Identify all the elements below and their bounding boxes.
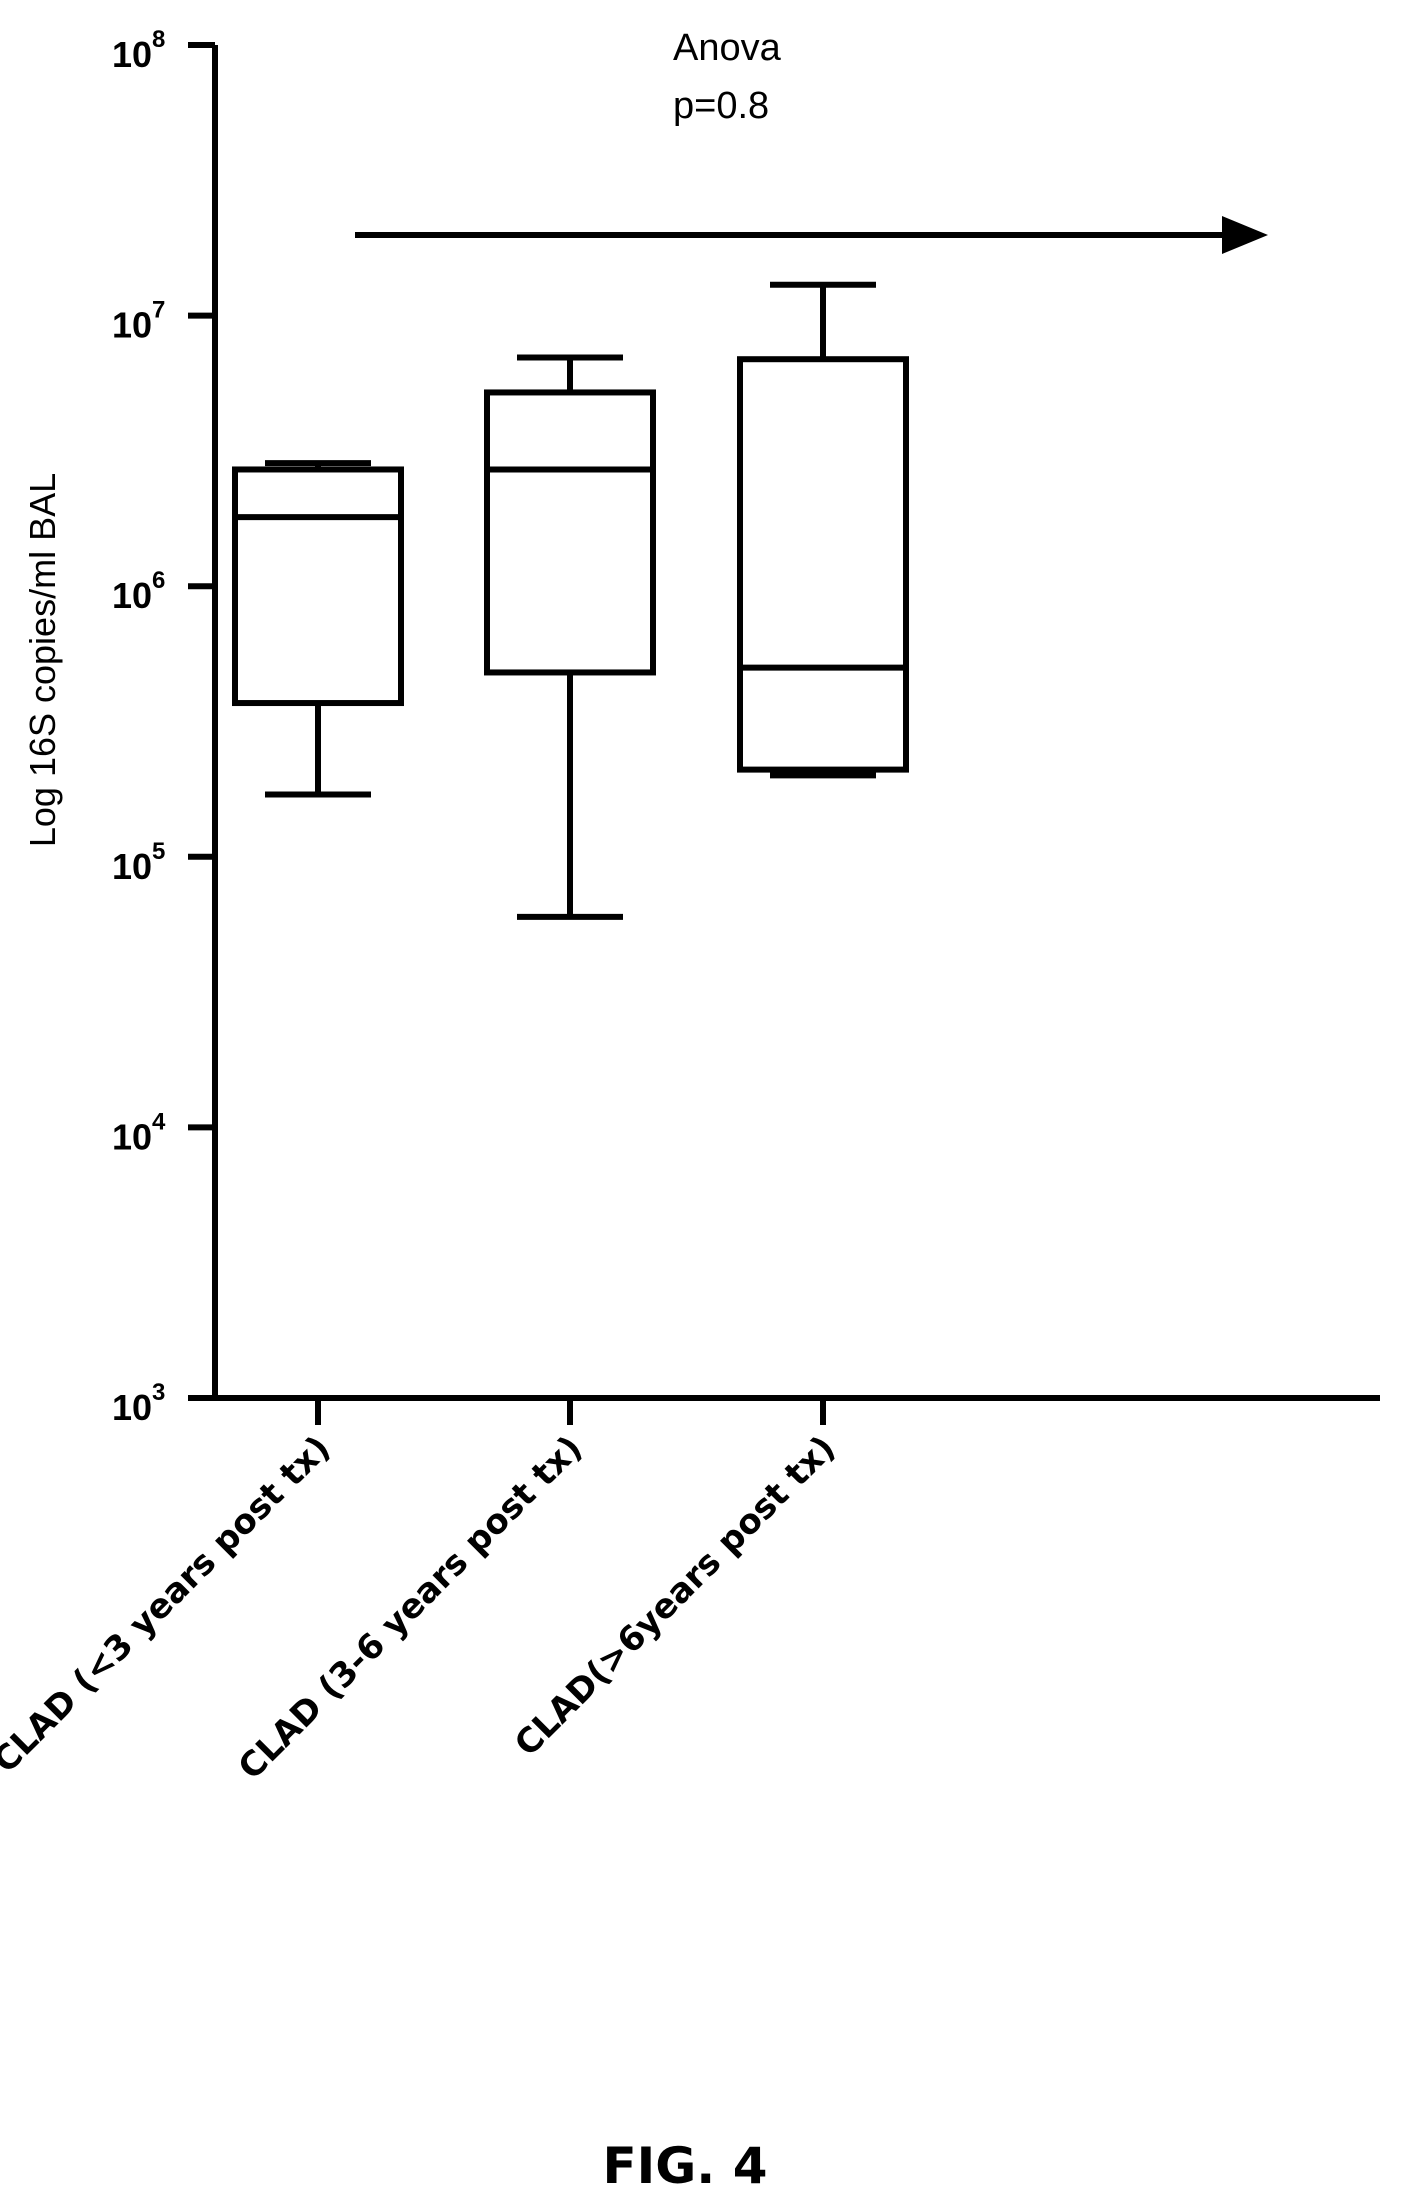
box-group bbox=[232, 460, 404, 798]
trend-arrow bbox=[355, 216, 1268, 254]
y-tick-label-exponent: 4 bbox=[152, 1108, 166, 1135]
box-iqr bbox=[232, 466, 404, 707]
y-tick-label-exponent: 6 bbox=[152, 567, 165, 594]
y-tick-label-base: 10 bbox=[112, 34, 152, 75]
y-tick-label-exponent: 3 bbox=[152, 1379, 165, 1406]
x-axis-ticks: CLAD (<3 years post tx)CLAD (3-6 years p… bbox=[0, 1398, 843, 1788]
annotation-anova: Anova bbox=[673, 27, 782, 69]
box-group bbox=[484, 354, 656, 920]
y-tick-label-exponent: 5 bbox=[152, 838, 165, 865]
trend-arrow-head bbox=[1222, 216, 1268, 254]
figure-caption: FIG. 4 bbox=[603, 2137, 768, 2195]
y-tick-label-base: 10 bbox=[112, 846, 152, 887]
y-tick-label-exponent: 7 bbox=[152, 297, 165, 324]
y-tick-label-base: 10 bbox=[112, 1116, 152, 1157]
y-tick-label-base: 10 bbox=[112, 575, 152, 616]
y-tick-label-exponent: 8 bbox=[152, 26, 165, 53]
box-iqr bbox=[737, 356, 909, 773]
annotation-pvalue: p=0.8 bbox=[673, 85, 769, 127]
box-plots bbox=[232, 281, 909, 920]
box-group bbox=[737, 281, 909, 779]
y-tick-label-base: 10 bbox=[112, 305, 152, 346]
box-iqr bbox=[484, 389, 656, 676]
y-tick-label-base: 10 bbox=[112, 1387, 152, 1428]
y-axis-label: Log 16S copies/ml BAL bbox=[22, 473, 63, 847]
